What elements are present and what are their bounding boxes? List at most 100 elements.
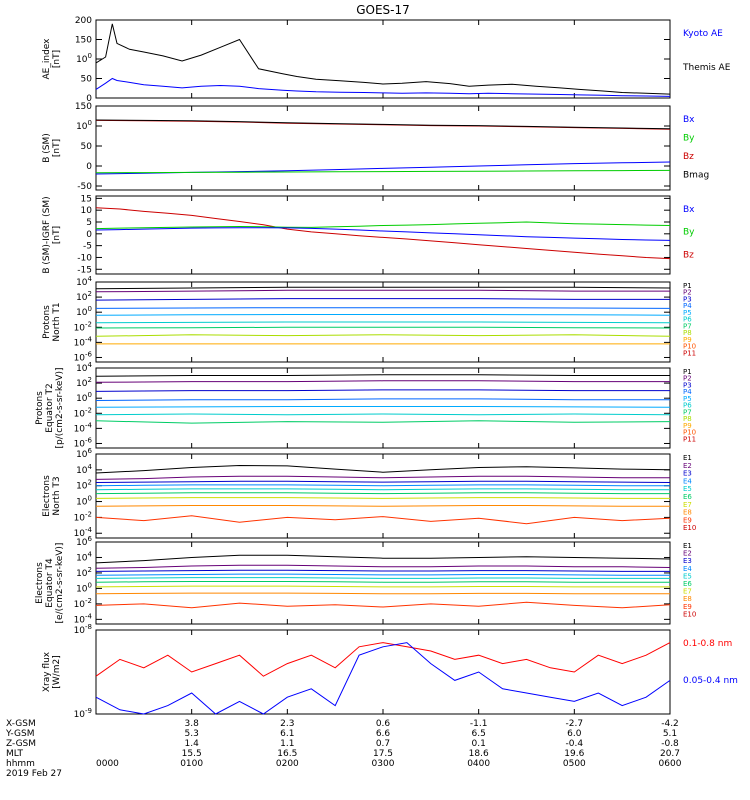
legend-entry-eet4: E2 [683,550,692,558]
axis-value-hhmm: 0500 [563,759,586,769]
legend-entry-eet4: E7 [683,588,692,596]
y-tick-label-ae: 100 [76,52,92,65]
series-line-pnt1 [95,289,670,293]
legend-entry-bigrf: Bz [683,250,694,260]
y-tick-label-eet4: 106 [76,535,92,548]
y-axis-label-pnt1: Protons [42,305,52,339]
axis-value-mlt: 19.6 [564,749,584,759]
axis-value-y_gsm: 6.6 [376,729,391,739]
legend-entry-ent3: E7 [683,501,692,509]
panel-frame-eet4 [95,541,671,625]
legend-entry-ent3: E3 [683,470,692,478]
legend-entry-eet4: E3 [683,557,692,565]
y-axis-label-pet2: Protons [35,391,45,425]
series-line-ae [95,77,671,97]
panel-frame-pet2 [95,367,671,449]
axis-value-mlt: 16.5 [277,749,297,759]
legend-entry-pet2: P8 [683,415,692,423]
legend-entry-eet4: E4 [683,565,692,573]
legend-entry-pnt1: P4 [683,302,692,310]
y-tick-label-pet2: 10-2 [74,406,92,419]
axis-value-hhmm: 0100 [180,759,203,769]
series-line-ent3 [95,475,670,480]
legend-entry-pet2: P6 [683,402,692,410]
legend-entry-pet2: P11 [683,435,696,443]
legend-entry-pet2: P9 [683,422,692,430]
series-line-pet2 [95,406,671,408]
legend-entry-pnt1: P3 [683,295,692,303]
series-line-pet2 [95,380,670,383]
y-tick-label-ent3: 100 [76,495,92,508]
axis-value-y_gsm: 6.0 [567,729,582,739]
legend-entry-bigrf: Bx [683,205,695,215]
y-tick-label-pnt1: 104 [76,275,92,288]
y-axis-label-eet4: Equator T4 [45,558,55,608]
series-line-eet4 [95,564,671,569]
y-axis-label-pet2: [p/(cm2-s-sr-keV)] [55,367,65,448]
y-tick-label-bsm: 0 [86,162,92,172]
axis-value-x_gsm: 0.6 [376,719,391,729]
row-label: 2019 Feb 27 [6,769,62,779]
y-axis-label-ent3: Electrons [42,475,52,517]
row-label: X-GSM [6,719,36,729]
series-line-pnt1 [95,298,670,301]
series-line-bigrf [95,221,671,230]
legend-entry-ae: Kyoto AE [683,29,723,39]
legend-entry-eet4: E1 [683,542,692,550]
series-line-pnt1 [95,326,671,329]
y-tick-label-pnt1: 100 [76,305,92,318]
series-line-xray [95,642,671,677]
series-line-ent3 [95,515,671,525]
legend-entry-pet2: P5 [683,395,692,403]
series-line-eet4 [95,585,670,588]
y-tick-label-pnt1: 10-6 [74,350,93,363]
y-tick-label-ae: 50 [81,75,93,85]
series-line-xray [95,642,671,715]
plot-title: GOES-17 [356,3,410,17]
y-tick-label-ent3: 104 [76,463,92,476]
legend-entry-ent3: E10 [683,524,696,532]
y-tick-label-bigrf: 10 [81,206,93,216]
axis-value-z_gsm: 0.1 [472,739,486,749]
legend-entry-pet2: P10 [683,429,696,437]
y-axis-label-xray: Xray flux [42,651,52,692]
legend-entry-pet2: P1 [683,368,692,376]
legend-entry-eet4: E10 [683,610,696,618]
legend-entry-pet2: P4 [683,388,692,396]
y-tick-label-bsm: 150 [75,102,92,112]
y-tick-label-eet4: 100 [76,581,92,594]
series-line-ent3 [95,484,670,487]
legend-entry-pnt1: P9 [683,336,692,344]
y-tick-label-pet2: 104 [76,361,92,374]
series-line-bsm [95,169,671,174]
axis-value-x_gsm: 3.8 [185,719,200,729]
y-tick-label-bsm: 100 [76,119,92,132]
axis-value-mlt: 20.7 [660,749,680,759]
series-line-ent3 [95,480,671,483]
legend-entry-ent3: E5 [683,485,692,493]
panel-frame-bigrf [95,195,671,275]
legend-entry-pnt1: P2 [683,289,692,297]
y-tick-label-eet4: 104 [76,550,92,563]
series-line-ae [95,23,671,95]
y-tick-label-ae: 0 [86,94,92,104]
series-line-pet2 [95,420,671,424]
axis-value-hhmm: 0400 [467,759,490,769]
legend-entry-pnt1: P10 [683,343,696,351]
legend-entry-pnt1: P8 [683,329,692,337]
legend-entry-pnt1: P5 [683,309,692,317]
legend-entry-bsm: Bmag [683,171,709,181]
series-line-pnt1 [95,286,671,290]
y-axis-label-ent3: North T3 [52,476,62,515]
series-line-eet4 [95,554,671,564]
series-line-pet2 [95,413,671,416]
legend-entry-bsm: By [683,134,695,144]
y-tick-label-ent3: 10-2 [74,510,92,523]
series-line-pnt1 [95,321,671,324]
y-axis-label-ae: AE_index [42,38,52,80]
y-axis-label-bsm: [nT] [52,139,62,157]
legend-entry-ent3: E4 [683,477,692,485]
axis-value-hhmm: 0300 [372,759,395,769]
axis-value-y_gsm: 5.1 [663,729,677,739]
y-tick-label-pet2: 102 [76,376,92,389]
